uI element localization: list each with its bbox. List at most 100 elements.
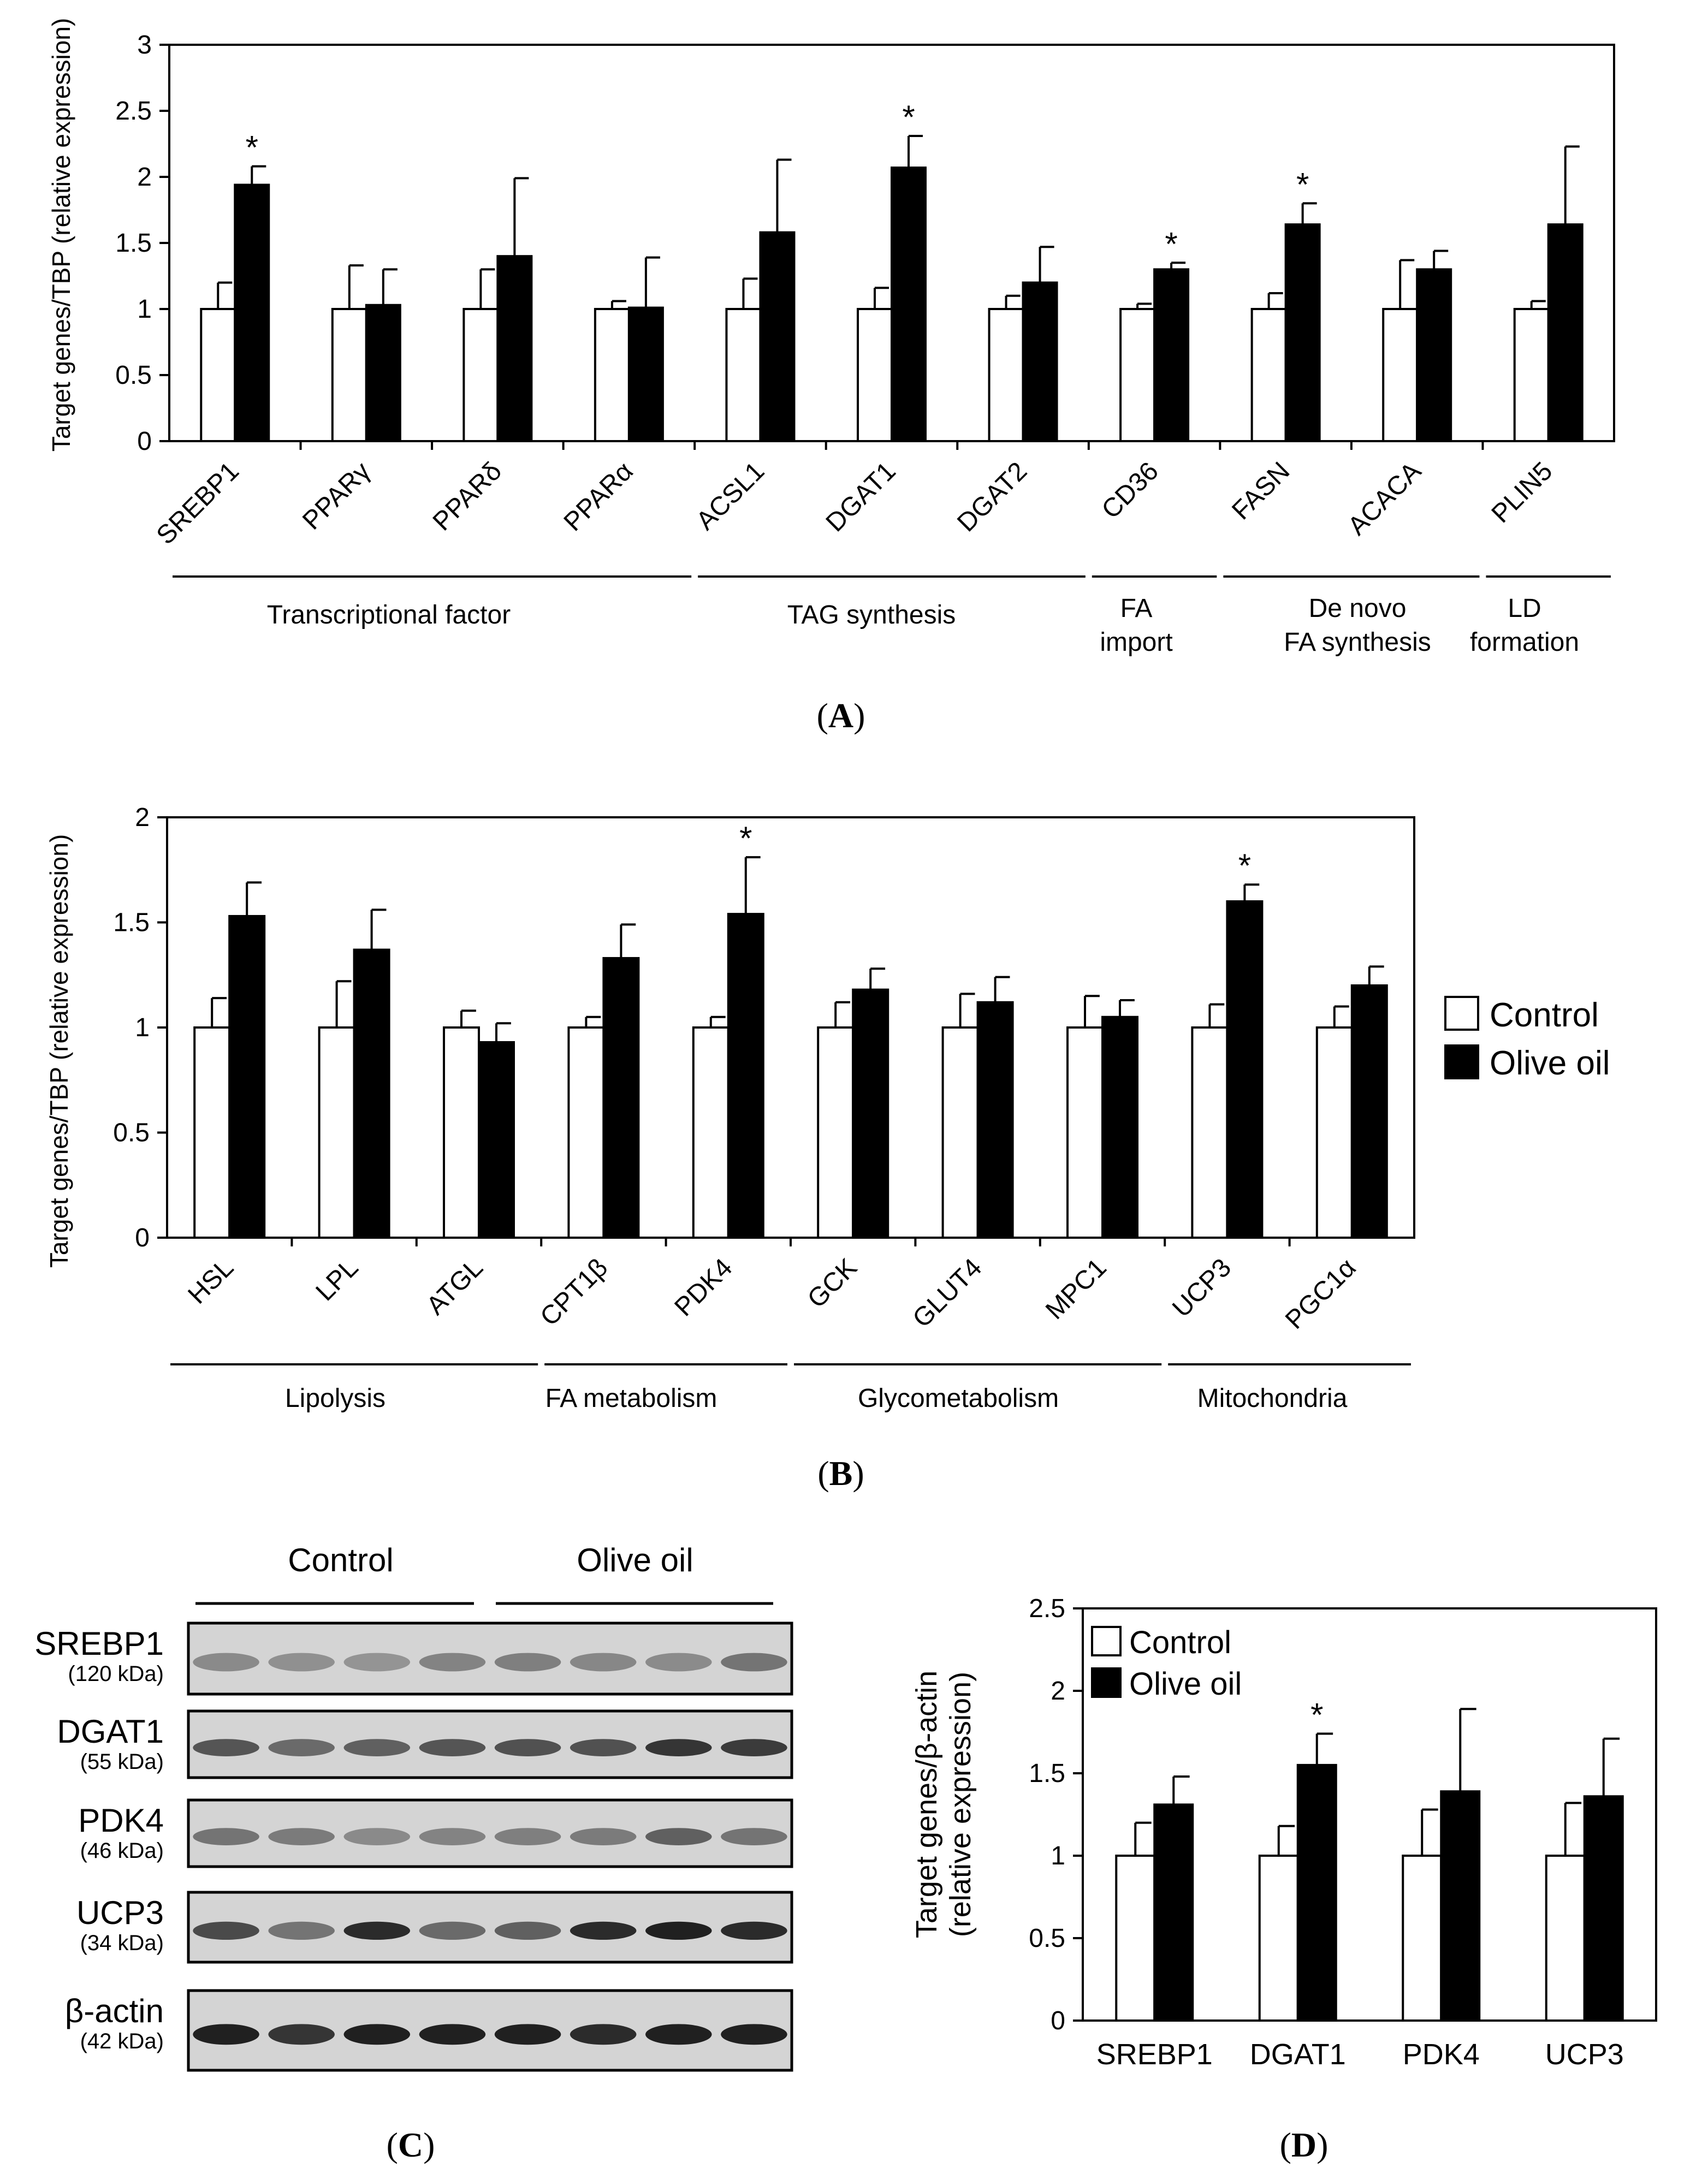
panel-d-ytick-label: 2.5	[1029, 1594, 1065, 1623]
wb-row-kda: (120 kDa)	[68, 1662, 164, 1686]
legend-d-control-swatch	[1091, 1626, 1122, 1656]
wb-band	[343, 1739, 411, 1756]
panel-b-tag: (B)	[817, 1454, 864, 1493]
legend-ab-olive-label: Olive oil	[1490, 1044, 1610, 1082]
panel-d-y-axis-label-line2: (relative expression)	[944, 1672, 977, 1937]
panel-b-9-control-bar	[1315, 1026, 1353, 1239]
wb-band	[419, 1739, 486, 1756]
panel-b-7-olive-bar	[1101, 1015, 1138, 1239]
wb-band	[570, 1921, 637, 1940]
panel-a-8-olive-bar	[1284, 223, 1321, 442]
wb-header-control: Control	[288, 1542, 393, 1578]
panel-b-8-control-bar	[1191, 1026, 1229, 1239]
panel-a-9-olive-bar	[1416, 268, 1452, 442]
panel-a-ytick-label: 0.5	[115, 361, 152, 390]
panel-b-4-category-label: PDK4	[669, 1253, 738, 1322]
wb-row-box	[187, 1621, 793, 1696]
wb-band	[494, 1653, 561, 1672]
panel-a-ytick-label: 1	[137, 295, 152, 324]
panel-a-5-control-bar	[857, 308, 893, 442]
wb-band	[193, 1739, 259, 1756]
wb-row-kda: (55 kDa)	[80, 1750, 164, 1774]
panel-a-10-control-bar	[1513, 308, 1550, 442]
legend-ab-olive-swatch	[1444, 1044, 1479, 1079]
panel-a-2-control-bar	[462, 308, 499, 442]
panel-b-2-category-label: ATGL	[421, 1253, 489, 1321]
panel-d-3-category-label: UCP3	[1545, 2038, 1624, 2071]
panel-b-ytick-label: 1.5	[113, 908, 150, 937]
panel-b-ytick-label: 1	[135, 1013, 150, 1042]
panel-d-0-category-label: SREBP1	[1096, 2038, 1213, 2071]
wb-row-kda: (46 kDa)	[80, 1839, 164, 1863]
wb-band	[343, 1653, 411, 1672]
panel-b-3-category-label: CPT1β	[535, 1253, 613, 1332]
panel-a-group-label-denovo-1: De novo	[1309, 594, 1407, 623]
panel-a-7-olive-bar	[1153, 268, 1190, 442]
panel-a-8-category-label: FASN	[1226, 456, 1295, 525]
panel-d-ytick-label: 1.5	[1029, 1759, 1065, 1788]
legend-d-olive-swatch	[1091, 1667, 1122, 1698]
panel-b-2-olive-bar	[478, 1041, 515, 1239]
wb-band	[268, 1921, 335, 1940]
panel-b-1-control-bar	[318, 1026, 355, 1239]
panel-a-5-significance-star: *	[902, 99, 915, 135]
panel-b-3-olive-bar	[602, 957, 640, 1239]
panel-d-2-olive-bar	[1440, 1790, 1481, 2022]
wb-band	[193, 1828, 259, 1845]
panel-a-group-label-ld-2: formation	[1470, 628, 1579, 657]
panel-b-0-olive-bar	[228, 914, 266, 1239]
panel-a-ytick-label: 2	[137, 163, 152, 192]
panel-d-plot-frame	[1082, 1607, 1657, 2022]
wb-band	[343, 2024, 411, 2045]
wb-header-olive: Olive oil	[577, 1542, 693, 1578]
wb-row-name: β-actin	[65, 1993, 164, 2029]
wb-band	[721, 1828, 787, 1845]
panel-a-4-category-label: ACSL1	[691, 456, 770, 536]
panel-a-2-olive-bar	[496, 255, 533, 442]
panel-b-8-category-label: UCP3	[1167, 1253, 1237, 1323]
legend-ab: Control Olive oil	[1444, 996, 1610, 1082]
panel-a-7-control-bar	[1119, 308, 1156, 442]
panel-b-y-axis-label: Target genes/TBP (relative expression)	[45, 834, 73, 1268]
wb-band	[721, 2024, 787, 2045]
panel-a-2-category-label: PPARδ	[428, 456, 507, 536]
panel-b-4-significance-star: *	[739, 820, 752, 857]
panel-a-group-label-transcriptional: Transcriptional factor	[267, 601, 511, 629]
wb-band	[193, 2024, 259, 2045]
panel-b-0-control-bar	[193, 1026, 231, 1239]
wb-band	[721, 1653, 787, 1672]
panel-a-group-label-tag: TAG synthesis	[787, 601, 956, 629]
panel-d-1-category-label: DGAT1	[1250, 2038, 1346, 2071]
panel-a-6-control-bar	[988, 308, 1024, 442]
panel-b-8-olive-bar	[1226, 900, 1264, 1239]
panel-b-5-control-bar	[817, 1026, 855, 1239]
panel-a-group-label-denovo-2: FA synthesis	[1284, 628, 1431, 657]
wb-band	[494, 1739, 561, 1756]
wb-band	[570, 1828, 637, 1845]
panel-a-1-category-label: PPARγ	[297, 456, 376, 535]
wb-band	[645, 1828, 712, 1845]
panel-d-ytick-label: 2	[1051, 1677, 1065, 1706]
wb-band	[419, 1828, 486, 1845]
panel-a-group-label-ld-1: LD	[1508, 594, 1541, 623]
wb-band	[645, 2024, 712, 2045]
wb-band	[268, 2024, 335, 2045]
wb-band	[268, 1828, 335, 1845]
panel-a-ytick-label: 3	[137, 31, 152, 60]
panel-a-6-category-label: DGAT2	[952, 456, 1033, 537]
panel-d-ytick-label: 1	[1051, 1842, 1065, 1870]
panel-a-chart: Target genes/TBP (relative expression) 0…	[47, 18, 1615, 657]
panel-b-2-control-bar	[443, 1026, 480, 1239]
panel-b-6-category-label: GLUT4	[907, 1253, 987, 1333]
wb-row-kda: (42 kDa)	[80, 2029, 164, 2053]
wb-band	[419, 1653, 486, 1672]
wb-band	[570, 2024, 637, 2045]
wb-row-name: SREBP1	[34, 1625, 164, 1662]
panel-d-2-control-bar	[1402, 1855, 1443, 2022]
wb-row-kda: (34 kDa)	[80, 1931, 164, 1955]
panel-b-3-control-bar	[567, 1026, 605, 1239]
panel-b-5-category-label: GCK	[802, 1253, 863, 1314]
panel-a-1-control-bar	[331, 308, 367, 442]
panel-a-0-olive-bar	[234, 183, 270, 442]
panel-a-3-category-label: PPARα	[559, 456, 639, 537]
